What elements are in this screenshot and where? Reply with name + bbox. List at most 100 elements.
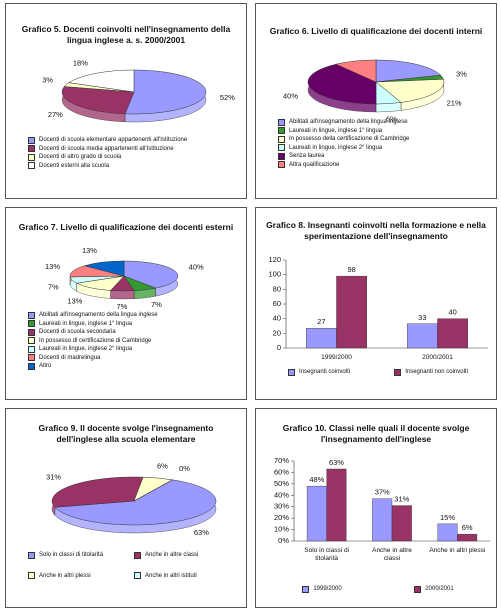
legend-item: Altra qualificazione <box>278 161 490 170</box>
legend-label: 2000/2001 <box>425 586 454 592</box>
bar <box>306 327 337 349</box>
y-tick-label: 20 <box>273 328 281 337</box>
legend: Insegnanti coinvolti Insegnanti non coinv… <box>266 368 490 377</box>
bar <box>306 485 327 542</box>
y-tick-label: 80 <box>273 284 281 293</box>
data-label: 40 <box>448 308 456 317</box>
bar <box>437 318 468 349</box>
legend-item: Docenti di scuola elementare appartenent… <box>28 136 240 145</box>
data-label: 3% <box>42 75 53 84</box>
legend-item: Docenti esterni alla scuola <box>28 162 240 171</box>
y-tick-label: 0 <box>277 343 281 352</box>
legend-swatch <box>28 345 35 353</box>
legend-label: Docenti di altro grado di scuola <box>39 154 122 160</box>
data-label: 15% <box>440 513 455 522</box>
data-label: 63% <box>329 458 344 467</box>
bar <box>406 323 438 349</box>
legend-item: Insegnanti non coinvolti <box>394 368 468 377</box>
bar <box>437 523 458 542</box>
chart-title: Grafico 9. Il docente svolge l'insegname… <box>38 423 214 444</box>
data-label: 31% <box>46 473 61 482</box>
pie-slice <box>375 78 445 103</box>
legend: Abilitati all'insegnamento della lingua … <box>28 311 240 371</box>
chart: 52% 27% 3% 18% <box>42 58 235 123</box>
data-label: 18% <box>73 58 88 67</box>
legend-item: In possesso della certificazione di Camb… <box>278 135 490 144</box>
pie-slice <box>83 260 125 277</box>
y-tick-label: 100 <box>268 270 281 279</box>
data-label: 6% <box>386 114 397 123</box>
chart-panel: Grafico 6. Livello di qualificazione dei… <box>255 3 497 199</box>
legend-swatch <box>28 551 35 559</box>
legend-swatch <box>28 362 35 370</box>
chart-title: Grafico 7. Livello di qualificazione dei… <box>18 222 234 232</box>
legend-swatch <box>414 585 422 593</box>
data-label: 98 <box>347 265 355 274</box>
data-label: 27 <box>317 317 325 326</box>
chart-title: Grafico 5. Docenti coinvolti nell'insegn… <box>21 24 231 45</box>
data-label: 7% <box>116 302 127 311</box>
data-label: 37% <box>375 488 390 497</box>
bar <box>326 468 347 542</box>
y-tick-label: 40 <box>273 314 281 323</box>
legend-label: 1999/2000 <box>313 586 342 592</box>
legend-swatch <box>28 354 35 362</box>
legend-label: Senza laurea <box>289 153 325 159</box>
legend-label: Anche in altri istituti <box>145 572 197 579</box>
legend-item: Docenti di altro grado di scuola <box>28 153 240 162</box>
slice-side <box>110 290 135 300</box>
legend-swatch <box>134 572 141 580</box>
chart: 3% 21% 6% 40% <box>283 59 467 123</box>
y-tick-label: 60% <box>274 467 289 476</box>
pie-slice <box>61 86 135 115</box>
bar <box>457 533 478 542</box>
legend-item: Laureati in lingue, inglese 2° lingua <box>278 144 490 153</box>
chart-panel: Grafico 5. Docenti coinvolti nell'insegn… <box>5 3 247 199</box>
data-label: 33 <box>418 313 426 322</box>
chart-panel: Grafico 8. Insegnanti coinvolti nella fo… <box>255 207 497 400</box>
legend: 1999/2000 2000/2001 <box>266 585 490 594</box>
legend-item: Anche in altri istituti <box>134 572 240 581</box>
bar <box>391 505 412 542</box>
x-tick-label: Anche in altre classi <box>372 547 412 562</box>
y-tick-label: 70% <box>274 456 289 465</box>
legend-item: Insegnanti coinvolti <box>288 368 350 377</box>
pie-slice <box>335 59 377 83</box>
legend-swatch <box>278 161 285 169</box>
legend-item: Senza laurea <box>278 152 490 161</box>
pie-slice <box>68 69 135 93</box>
legend-label: Laureati in lingue, inglese 2° lingua <box>289 144 383 151</box>
y-tick-label: 30% <box>274 502 289 511</box>
legend-item: Anche in altre classi <box>134 551 240 560</box>
x-tick-label: Anche in altri plessi <box>429 547 486 554</box>
data-label: 31% <box>394 495 409 504</box>
legend-swatch <box>394 368 402 376</box>
y-tick-label: 40% <box>274 490 289 499</box>
legend-label: Anche in altre classi <box>145 552 199 558</box>
legend-swatch <box>28 145 35 153</box>
legend-item: Docenti di scuola secondaria <box>28 328 240 337</box>
legend-label: Laureati in lingue, inglese 1° lingua <box>289 127 383 134</box>
legend-item: In possesso di certificazione di Cambrid… <box>28 337 240 346</box>
legend-swatch <box>278 118 285 126</box>
legend-label: Docenti esterni alla scuola <box>39 162 110 169</box>
legend-swatch <box>28 572 35 580</box>
legend-swatch <box>278 152 285 160</box>
legend-label: Solo in classi di titolarità <box>39 552 104 558</box>
legend-item: Docenti di madrelingua <box>28 354 240 363</box>
data-label: 27% <box>48 110 63 119</box>
legend-swatch <box>28 311 35 319</box>
chart: 63% 31% 6% 0% <box>46 462 217 537</box>
legend-label: Laureati in lingue, inglese 2° lingua <box>39 346 133 352</box>
legend-label: Docenti di scuola media appartenenti all… <box>39 145 174 152</box>
legend-item: Abilitati all'insegnamento della lingua … <box>28 311 240 320</box>
y-tick-label: 60 <box>273 299 281 308</box>
legend-label: Laureati in lingue, inglese 1° lingua <box>39 320 133 327</box>
bar <box>336 275 367 349</box>
legend-item: 1999/2000 <box>302 585 342 594</box>
data-label: 52% <box>220 93 235 102</box>
legend-swatch <box>288 368 296 376</box>
legend-swatch <box>28 320 35 328</box>
chart-panel: Grafico 7. Livello di qualificazione dei… <box>5 207 247 400</box>
legend: Solo in classi di titolarità Anche in alt… <box>28 551 240 580</box>
